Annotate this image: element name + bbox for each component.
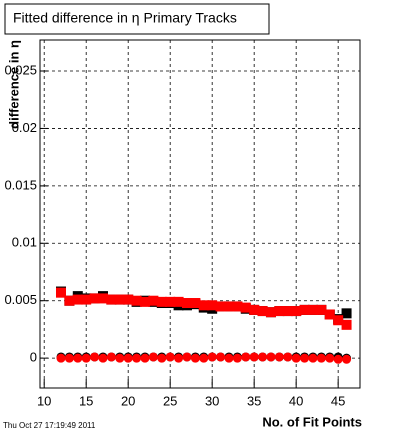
point bbox=[174, 353, 184, 363]
point bbox=[333, 315, 344, 326]
y-axis-label: difference in η bbox=[6, 40, 21, 129]
point bbox=[216, 352, 226, 362]
point bbox=[291, 353, 301, 363]
point bbox=[232, 353, 242, 363]
point bbox=[81, 353, 91, 363]
x-tick-label: 40 bbox=[289, 393, 303, 408]
y-tick-label: 0.01 bbox=[12, 235, 37, 250]
y-tick-label: 0.025 bbox=[4, 62, 37, 77]
point bbox=[266, 352, 276, 362]
x-tick-label: 45 bbox=[331, 393, 345, 408]
point bbox=[98, 353, 108, 363]
point bbox=[190, 298, 201, 309]
point bbox=[258, 352, 268, 362]
x-tick-label: 30 bbox=[205, 393, 219, 408]
point bbox=[55, 287, 66, 298]
point bbox=[190, 353, 200, 363]
point bbox=[139, 296, 150, 307]
x-tick-label: 25 bbox=[163, 393, 177, 408]
point bbox=[114, 294, 125, 305]
point bbox=[342, 354, 352, 364]
point bbox=[341, 308, 352, 319]
point bbox=[265, 307, 276, 318]
title-box bbox=[4, 3, 270, 35]
point bbox=[207, 300, 218, 311]
y-tick-label: 0.02 bbox=[12, 120, 37, 135]
point bbox=[64, 295, 75, 306]
point bbox=[308, 353, 318, 363]
point bbox=[291, 306, 302, 317]
point bbox=[123, 353, 133, 363]
x-tick-label: 20 bbox=[121, 393, 135, 408]
x-axis-label: No. of Fit Points bbox=[262, 414, 362, 429]
point bbox=[274, 306, 285, 317]
point bbox=[64, 353, 74, 363]
point bbox=[97, 293, 108, 304]
point bbox=[283, 352, 293, 362]
x-tick-label: 35 bbox=[247, 393, 261, 408]
plot-frame bbox=[39, 39, 361, 389]
point bbox=[325, 353, 335, 363]
point bbox=[223, 301, 234, 312]
footer: Thu Oct 27 17:19:49 2011 bbox=[3, 421, 96, 430]
point bbox=[307, 304, 318, 315]
x-tick-label: 10 bbox=[37, 393, 51, 408]
point bbox=[249, 352, 259, 362]
point bbox=[282, 306, 293, 317]
point bbox=[56, 353, 66, 363]
point bbox=[156, 296, 167, 307]
point bbox=[257, 306, 268, 317]
point bbox=[165, 296, 176, 307]
point bbox=[165, 352, 175, 362]
point bbox=[106, 294, 117, 305]
y-tick-label: 0.005 bbox=[4, 292, 37, 307]
point bbox=[140, 353, 150, 363]
point bbox=[240, 302, 251, 313]
point bbox=[199, 353, 209, 363]
point bbox=[81, 294, 92, 305]
point bbox=[324, 309, 335, 320]
point bbox=[89, 293, 100, 304]
point bbox=[90, 352, 100, 362]
y-tick-label: 0 bbox=[30, 350, 37, 365]
point bbox=[232, 301, 243, 312]
point bbox=[182, 352, 192, 362]
y-tick-label: 0.015 bbox=[4, 177, 37, 192]
point bbox=[316, 304, 327, 315]
point bbox=[106, 352, 116, 362]
point bbox=[341, 319, 352, 330]
point bbox=[299, 304, 310, 315]
point bbox=[207, 352, 217, 362]
chart-title: Fitted difference in η Primary Tracks bbox=[13, 10, 237, 26]
point bbox=[173, 296, 184, 307]
point bbox=[198, 300, 209, 311]
point bbox=[249, 304, 260, 315]
point bbox=[181, 298, 192, 309]
point bbox=[224, 353, 234, 363]
point bbox=[157, 353, 167, 363]
point bbox=[73, 353, 83, 363]
point bbox=[131, 295, 142, 306]
point bbox=[316, 353, 326, 363]
point bbox=[241, 352, 251, 362]
x-tick-label: 15 bbox=[79, 393, 93, 408]
point bbox=[274, 352, 284, 362]
point bbox=[115, 353, 125, 363]
point bbox=[148, 295, 159, 306]
point bbox=[72, 294, 83, 305]
point bbox=[132, 353, 142, 363]
point bbox=[300, 353, 310, 363]
point bbox=[123, 294, 134, 305]
point bbox=[333, 354, 343, 364]
point bbox=[148, 352, 158, 362]
point bbox=[215, 301, 226, 312]
